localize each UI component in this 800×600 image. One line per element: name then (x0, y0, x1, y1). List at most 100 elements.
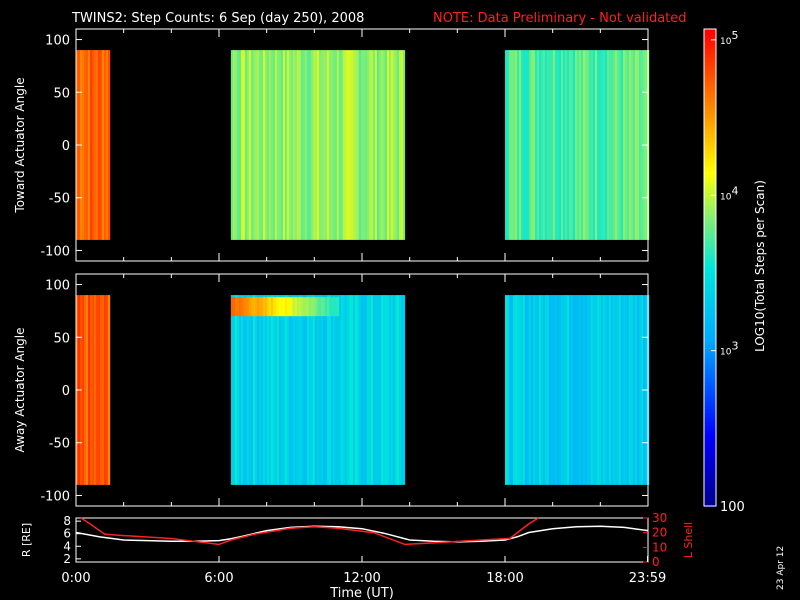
heatmap-hot-band (296, 297, 300, 317)
heatmap-column (555, 295, 558, 485)
heatmap-column (82, 50, 85, 240)
colorbar-cell (704, 387, 716, 390)
heatmap-column (517, 295, 520, 485)
heatmap-column (400, 50, 404, 240)
heatmap-column (382, 50, 386, 240)
colorbar-cell (704, 435, 716, 438)
heatmap-column (276, 295, 280, 485)
colorbar-cell (704, 139, 716, 142)
heatmap-column (557, 295, 560, 485)
colorbar-cell (704, 167, 716, 170)
heatmap-column (392, 295, 396, 485)
heatmap-column (324, 295, 328, 485)
colorbar-cell (704, 271, 716, 274)
colorbar-cell (704, 467, 716, 470)
heatmap-column (344, 50, 348, 240)
colorbar-cell (704, 55, 716, 58)
colorbar-cell (704, 57, 716, 60)
heatmap-hot-band (250, 297, 254, 317)
colorbar-cell (704, 351, 716, 354)
heatmap-hot-band (266, 297, 270, 317)
heatmap-column (607, 50, 610, 240)
heatmap-column (629, 295, 632, 485)
colorbar-cell (704, 371, 716, 374)
heatmap-column (94, 295, 97, 485)
heatmap-column (286, 295, 290, 485)
colorbar-cell (704, 65, 716, 68)
heatmap-hot-band (278, 297, 282, 317)
heatmap-column (559, 50, 562, 240)
colorbar-cell (704, 331, 716, 334)
heatmap-hot-band (334, 297, 338, 317)
heatmap-column (108, 50, 111, 240)
heatmap-column (517, 50, 520, 240)
colorbar-cell (704, 475, 716, 478)
colorbar-cell (704, 111, 716, 114)
colorbar-cell (704, 459, 716, 462)
heatmap-column (246, 50, 250, 240)
heatmap-hot-band (308, 297, 312, 317)
heatmap-column (619, 50, 622, 240)
heatmap-column (571, 295, 574, 485)
heatmap-column (330, 50, 334, 240)
heatmap-column (523, 295, 526, 485)
colorbar-cell (704, 67, 716, 70)
colorbar-cell (704, 155, 716, 158)
colorbar-cell (704, 59, 716, 62)
heatmap-column (262, 295, 266, 485)
heatmap-column (581, 50, 584, 240)
colorbar-cell (704, 405, 716, 408)
colorbar-cell (704, 173, 716, 176)
heatmap-column (376, 295, 380, 485)
heatmap-column (543, 50, 546, 240)
colorbar-cell (704, 183, 716, 186)
heatmap-column (575, 50, 578, 240)
heatmap-column (553, 50, 556, 240)
colorbar-cell (704, 163, 716, 166)
heatmap-column (242, 50, 246, 240)
colorbar-cell (704, 79, 716, 82)
heatmap-column (370, 295, 374, 485)
colorbar-cell (704, 219, 716, 222)
heatmap-column (254, 295, 258, 485)
heatmap-column (362, 295, 366, 485)
heatmap-column (88, 295, 91, 485)
y-tick-label: 0 (62, 384, 70, 399)
colorbar-cell (704, 465, 716, 468)
heatmap-column (545, 50, 548, 240)
heatmap-column (402, 295, 406, 485)
colorbar-cell (704, 463, 716, 466)
heatmap-column (102, 295, 105, 485)
heatmap-column (270, 295, 274, 485)
heatmap-column (509, 295, 512, 485)
colorbar-cell (704, 105, 716, 108)
heatmap-column (96, 50, 99, 240)
heatmap-column (310, 50, 314, 240)
colorbar-cell (704, 177, 716, 180)
heatmap-column (302, 50, 306, 240)
heatmap-hot-band (282, 297, 286, 317)
heatmap-column (398, 50, 402, 240)
heatmap-column (238, 295, 242, 485)
heatmap-column (274, 50, 278, 240)
colorbar-cell (704, 75, 716, 78)
heatmap-column (244, 295, 248, 485)
heatmap-column (631, 50, 634, 240)
heatmap-column (531, 295, 534, 485)
heatmap-column (354, 50, 358, 240)
heatmap-column (507, 50, 510, 240)
heatmap-hot-band (310, 297, 314, 317)
heatmap-column (575, 295, 578, 485)
heatmap-column (595, 295, 598, 485)
colorbar-cell (704, 395, 716, 398)
colorbar-cell (704, 201, 716, 204)
heatmap-column (264, 50, 268, 240)
heatmap-column (563, 50, 566, 240)
heatmap-column (286, 50, 290, 240)
heatmap-column (551, 50, 554, 240)
heatmap-column (248, 50, 252, 240)
colorbar-cell (704, 161, 716, 164)
colorbar-tick-label: 105 (720, 29, 738, 47)
colorbar-cell (704, 309, 716, 312)
